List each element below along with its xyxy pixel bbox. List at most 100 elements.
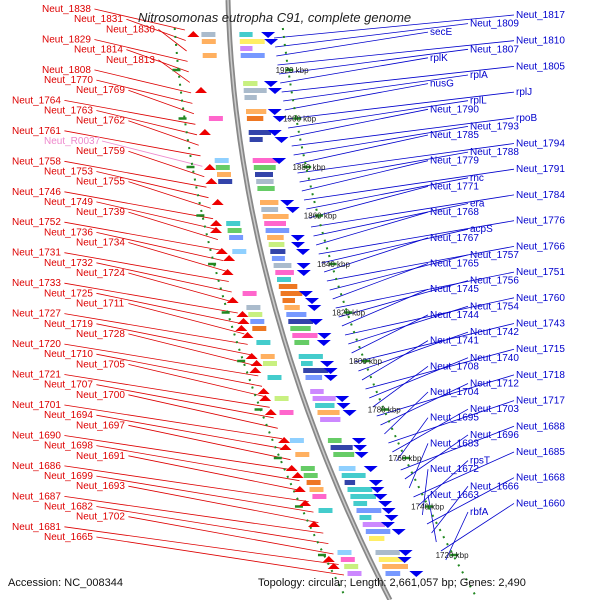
gene-labels: Neut_1838Neut_1831Neut_1830Neut_1829Neut… (12, 4, 565, 543)
gene-label-right: era (470, 199, 485, 210)
gene-label-right: rplJ (516, 87, 532, 98)
gene-label-right: acpS (470, 224, 493, 235)
minus-strand-arrow (226, 297, 239, 303)
gene-label-right: Neut_1788 (470, 147, 519, 158)
label-connector (128, 120, 199, 146)
minus-strand-arrow (308, 521, 320, 527)
gene-block (301, 361, 313, 366)
gene-label-left: Neut_1761 (12, 126, 61, 137)
label-connector (128, 89, 195, 115)
gene-block (310, 389, 324, 394)
label-connector (96, 506, 329, 544)
label-connector (293, 126, 469, 156)
label-connector (297, 143, 515, 174)
plus-strand-arrow (307, 305, 322, 311)
gene-label-left: Neut_1808 (42, 65, 91, 76)
label-connector (404, 434, 469, 480)
label-connector (101, 140, 203, 167)
gene-block (375, 550, 400, 555)
plus-strand-arrow (354, 452, 369, 458)
label-connector (96, 445, 300, 482)
label-connector (413, 451, 515, 498)
label-connector (417, 460, 469, 507)
gene-block (347, 571, 362, 576)
minus-strand-arrow (278, 437, 291, 443)
label-connector (281, 66, 515, 93)
gene-label-left: Neut_1727 (12, 309, 61, 320)
gene-block (256, 179, 274, 184)
gene-label-left: Neut_1691 (76, 451, 125, 462)
gene-label-right: Neut_1704 (430, 387, 479, 398)
label-connector (358, 331, 469, 372)
gene-label-left: Neut_1759 (76, 146, 125, 157)
gene-label-left: Neut_1665 (44, 532, 93, 543)
minus-strand-arrow (210, 227, 222, 233)
gene-label-right: Neut_1805 (516, 61, 565, 72)
gene-block (226, 221, 241, 226)
gene-block (295, 452, 310, 457)
label-connector (341, 288, 429, 327)
label-connector (299, 151, 469, 183)
plus-strand-arrow (274, 137, 289, 143)
label-connector (64, 130, 201, 157)
plus-strand-arrow (272, 158, 287, 164)
gene-label-left: Neut_1719 (44, 319, 93, 330)
gene-label-left: Neut_1697 (76, 420, 125, 431)
gene-label-left: Neut_1724 (76, 268, 125, 279)
gene-label-right: Neut_1779 (430, 156, 479, 167)
gene-label-left: Neut_1813 (106, 55, 155, 66)
gene-block (215, 165, 230, 170)
gene-block (347, 487, 373, 492)
label-connector (96, 232, 224, 261)
label-connector (128, 303, 245, 335)
gene-block (303, 368, 329, 373)
label-connector (408, 443, 429, 489)
gene-block (369, 536, 385, 541)
gene-label-right: Neut_1685 (516, 447, 565, 458)
scale-tick-label: 1760 kbp (389, 454, 422, 463)
plus-strand-arrow (317, 333, 332, 339)
label-connector (96, 292, 242, 324)
gene-label-right: Neut_1771 (430, 181, 479, 192)
minus-strand-arrow (322, 556, 335, 562)
gene-block (320, 417, 341, 422)
label-connector (354, 323, 515, 363)
minus-strand-arrow (236, 311, 249, 317)
label-connector (351, 314, 429, 354)
gene-label-right: nusG (430, 79, 454, 90)
label-connector (96, 353, 263, 387)
label-connector (128, 150, 205, 178)
label-connector (158, 28, 187, 52)
gene-block (253, 165, 276, 170)
gene-block (382, 564, 408, 569)
label-connector (64, 465, 309, 502)
track-frame (172, 0, 477, 600)
label-connector (96, 475, 314, 513)
gene-label-right: Neut_1809 (470, 19, 519, 30)
gene-label-right: Neut_1754 (470, 301, 519, 312)
label-connector (278, 48, 469, 75)
gene-label-left: Neut_1687 (12, 491, 61, 502)
minus-strand-arrow (259, 395, 272, 401)
gene-label-right: Neut_1703 (470, 404, 519, 415)
gene-block (227, 228, 242, 233)
label-connector (277, 40, 515, 66)
gene-label-left: Neut_1721 (12, 370, 61, 381)
minus-strand-arrow (187, 31, 200, 37)
label-connector (315, 211, 429, 246)
label-connector (128, 211, 219, 240)
gene-block (274, 396, 289, 401)
gene-block (330, 445, 353, 450)
gene-block (350, 494, 376, 499)
gene-block (240, 53, 265, 58)
gene-label-right: Neut_1663 (430, 490, 479, 501)
gene-label-right: rplL (470, 96, 487, 107)
gene-label-right: Neut_1695 (430, 413, 479, 424)
gene-label-right: rbfA (470, 507, 489, 518)
gene-block (217, 172, 231, 177)
gene-block (338, 466, 356, 471)
gene-block (255, 172, 273, 177)
accession-text: Accession: NC_008344 (8, 577, 123, 589)
gene-label-right: Neut_1817 (516, 10, 565, 21)
